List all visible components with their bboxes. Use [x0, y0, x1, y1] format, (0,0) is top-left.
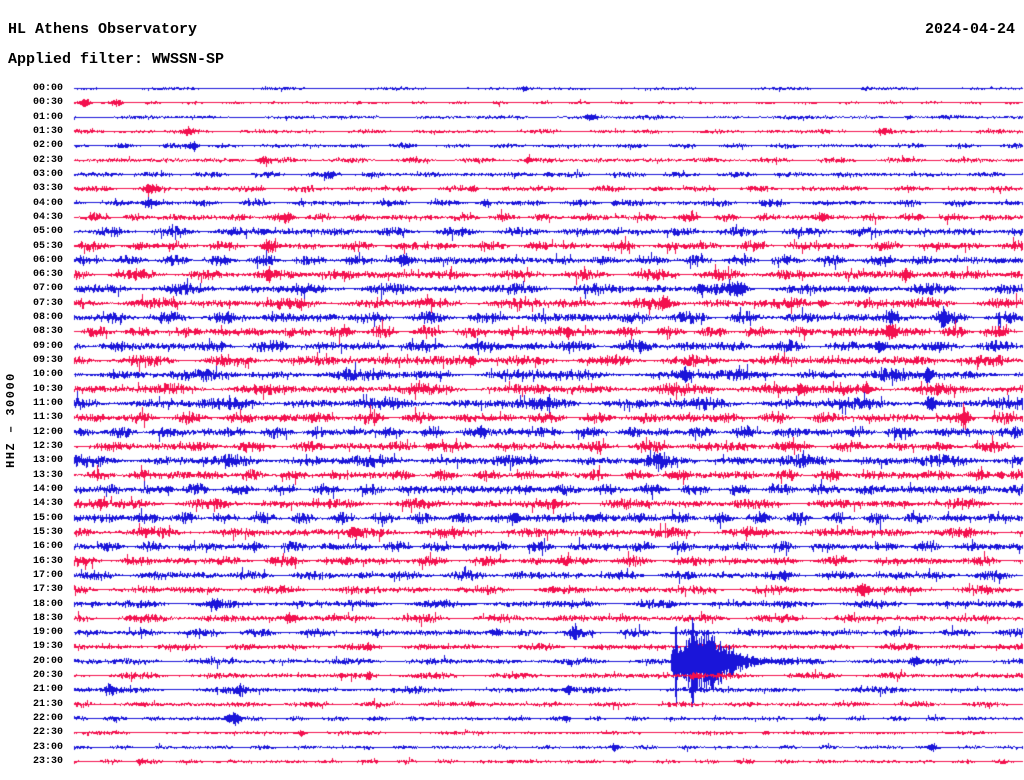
row-time-label: 20:30 — [32, 670, 63, 682]
row-time-label: 12:30 — [32, 441, 63, 452]
row-time-label: 20:00 — [32, 655, 63, 667]
row-time-label: 23:30 — [32, 756, 63, 768]
row-time-label: 15:30 — [32, 526, 63, 538]
row-time-label: 21:30 — [32, 698, 63, 710]
row-time-label: 12:00 — [32, 426, 63, 438]
row-time-label: 13:00 — [32, 455, 63, 467]
row-time-label: 03:30 — [32, 183, 63, 195]
row-time-label: 11:00 — [32, 398, 63, 410]
row-time-label: 09:30 — [32, 355, 63, 367]
row-time-label: 09:00 — [32, 340, 63, 352]
row-time-label: 17:30 — [32, 584, 63, 596]
row-time-label: 10:30 — [32, 383, 63, 395]
row-time-label: 08:00 — [32, 312, 63, 324]
row-time-label: 03:00 — [32, 168, 63, 180]
row-time-label: 05:00 — [32, 226, 63, 238]
row-time-label: 13:30 — [32, 469, 63, 481]
applied-filter-label: Applied filter: WWSSN-SP — [8, 51, 225, 68]
row-time-label: 07:00 — [32, 283, 63, 295]
row-time-label: 01:30 — [32, 125, 63, 137]
station-title: HL Athens Observatory — [8, 21, 198, 38]
row-time-label: 16:00 — [32, 541, 63, 553]
row-time-label: 18:00 — [32, 598, 63, 610]
row-time-label: 15:00 — [32, 512, 63, 524]
row-time-label: 17:00 — [32, 569, 63, 581]
row-time-label: 11:30 — [32, 412, 63, 424]
row-time-label: 05:30 — [32, 240, 63, 252]
row-time-label: 21:00 — [32, 684, 63, 696]
row-time-label: 22:30 — [32, 727, 63, 739]
row-time-label: 01:00 — [32, 111, 63, 123]
row-time-label: 00:00 — [32, 83, 63, 94]
row-time-label: 18:30 — [32, 612, 63, 624]
row-time-label: 14:00 — [32, 483, 63, 495]
row-time-label: 06:00 — [32, 254, 63, 266]
row-time-label: 02:30 — [32, 154, 63, 166]
row-time-label: 08:30 — [32, 326, 63, 338]
row-time-label: 16:30 — [32, 555, 63, 567]
date-label: 2024-04-24 — [924, 21, 1015, 38]
row-time-label: 22:00 — [32, 713, 63, 725]
row-time-label: 14:30 — [32, 498, 63, 510]
row-time-label: 04:30 — [32, 211, 63, 223]
row-time-label: 19:00 — [32, 627, 63, 639]
row-time-label: 02:00 — [32, 140, 63, 152]
row-time-label: 23:00 — [32, 741, 63, 753]
row-time-label: 06:30 — [32, 269, 63, 281]
row-time-label: 00:30 — [32, 97, 63, 109]
row-time-label: 10:00 — [32, 369, 63, 381]
row-time-label: 04:00 — [32, 197, 63, 209]
row-time-label: 07:30 — [32, 297, 63, 309]
row-time-label: 19:30 — [32, 641, 63, 653]
